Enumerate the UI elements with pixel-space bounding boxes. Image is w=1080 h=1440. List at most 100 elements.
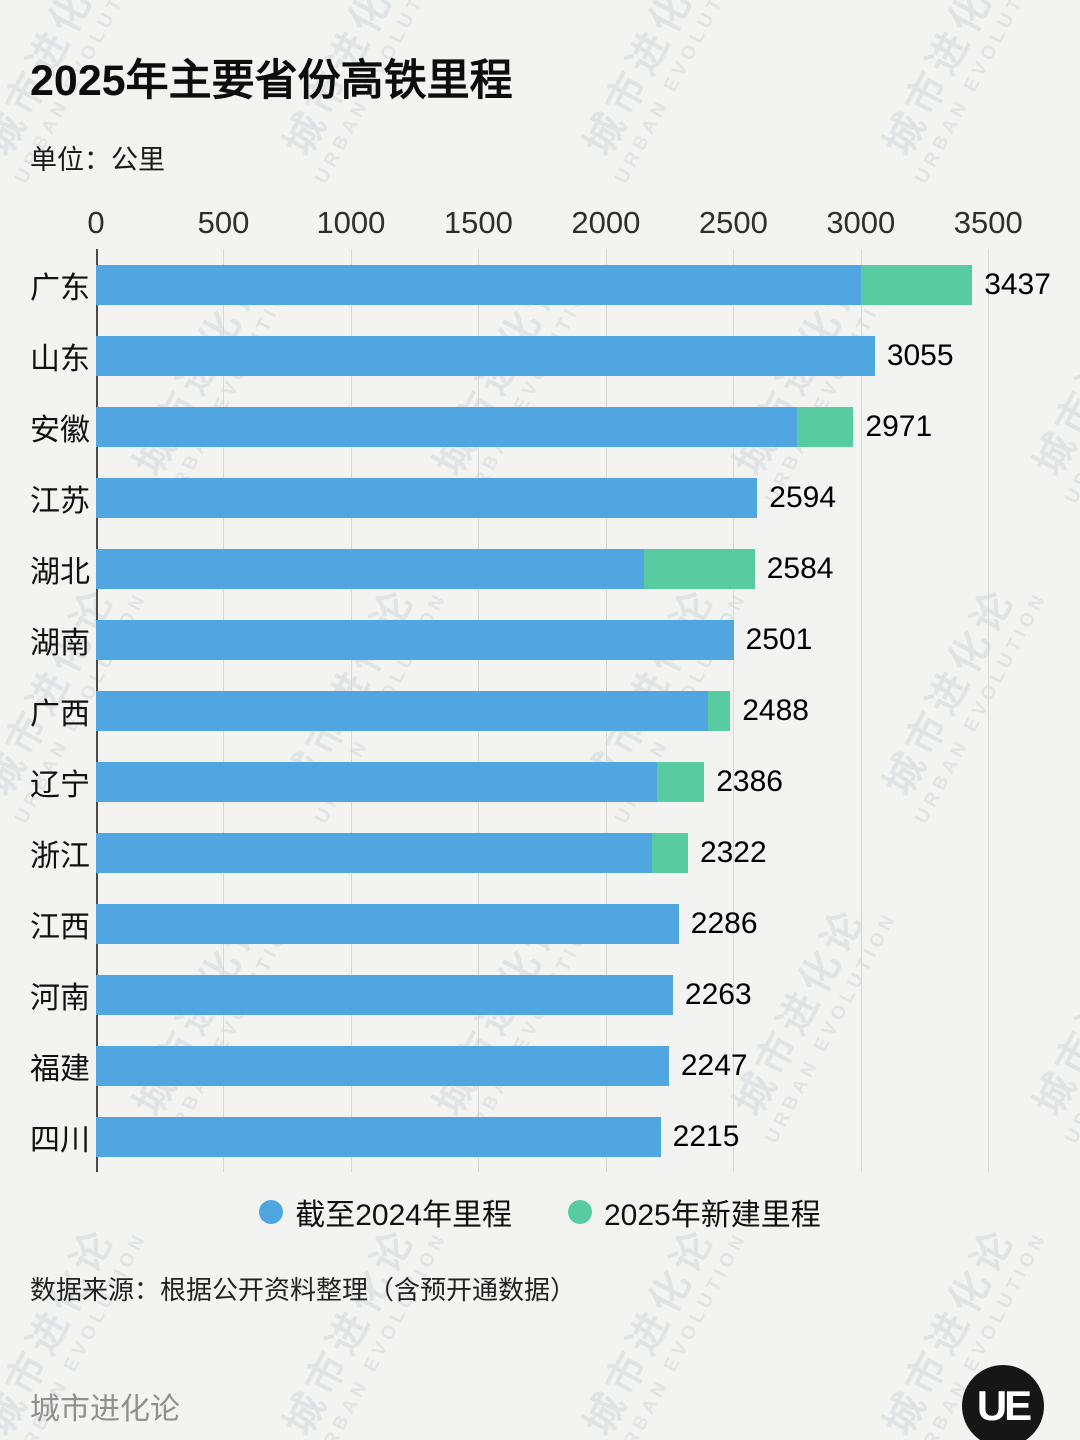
province-label: 安徽 [30, 413, 90, 447]
bar: 3437 [96, 264, 1052, 305]
gridline [860, 249, 862, 1172]
plot-area: 广东 3437 山东 3055 安徽 2971 江苏 2594 湖北 2584 湖南 2501 广西 24… [30, 249, 1052, 1172]
brand-name: 城市进化论 [30, 1393, 180, 1426]
gridline [988, 249, 990, 1172]
bar-row: 江西 2286 [30, 888, 1052, 959]
bar-row: 山东 3055 [30, 320, 1052, 391]
bar-row: 湖南 2501 [30, 604, 1052, 675]
bar-segment-2025 [707, 690, 731, 731]
bar-row: 浙江 2322 [30, 817, 1052, 888]
bar: 2501 [96, 619, 1052, 660]
province-label: 辽宁 [30, 768, 90, 802]
legend-item-2025: 2025年新建里程 [568, 1190, 821, 1234]
bar-value-label: 2386 [716, 764, 783, 798]
x-tick-label: 2500 [698, 205, 768, 240]
province-label: 湖北 [30, 555, 90, 589]
province-label: 福建 [30, 1052, 90, 1086]
legend-label-2024: 截至2024年里程 [295, 1199, 512, 1232]
bar-row: 福建 2247 [30, 1030, 1052, 1101]
bar: 2286 [96, 903, 1052, 944]
bar-value-label: 2286 [690, 906, 758, 940]
bar-value-label: 2501 [745, 622, 813, 656]
bar-segment-2024 [96, 974, 673, 1015]
province-label: 广西 [30, 697, 90, 731]
bar-segment-2024 [96, 406, 798, 447]
bar-segment-2024 [96, 264, 861, 305]
bar-row: 湖北 2584 [30, 533, 1052, 604]
bar-rows: 广东 3437 山东 3055 安徽 2971 江苏 2594 湖北 2584 湖南 2501 广西 24… [30, 249, 1052, 1172]
bar-segment-2024 [96, 477, 758, 518]
bar-row: 四川 2215 [30, 1101, 1052, 1172]
legend-dot-2024 [259, 1200, 284, 1224]
province-label: 湖南 [30, 626, 90, 660]
province-label: 山东 [30, 342, 90, 376]
bar-value-label: 3437 [984, 267, 1051, 301]
bar: 2488 [96, 690, 1052, 731]
bar-value-label: 2584 [766, 551, 834, 585]
bar-row: 广东 3437 [30, 249, 1052, 320]
bar: 3055 [96, 335, 1052, 376]
brand-logo: UE [962, 1365, 1044, 1440]
gridline [733, 249, 735, 1172]
bar-segment-2024 [96, 1116, 661, 1157]
bar: 2247 [96, 1045, 1052, 1086]
x-tick-label: 0 [87, 205, 105, 240]
legend-item-2024: 截至2024年里程 [259, 1190, 512, 1234]
source-note: 数据来源：根据公开资料整理（含预开通数据） [30, 1275, 577, 1305]
brand-logo-text: UE [976, 1382, 1032, 1429]
x-tick-label: 3000 [826, 205, 896, 240]
x-tick-label: 3500 [953, 205, 1023, 240]
bar-chart: 0 500 1000 1500 2000 2500 3000 3500 广东 3437 山东 305… [30, 201, 1052, 1172]
x-tick-label: 500 [197, 205, 250, 240]
bar: 2584 [96, 548, 1052, 589]
province-label: 广东 [30, 271, 90, 305]
bar-row: 辽宁 2386 [30, 746, 1052, 817]
unit-label: 单位：公里 [30, 145, 165, 175]
x-tick-label: 1500 [443, 205, 513, 240]
x-tick-label: 1000 [316, 205, 386, 240]
bar-segment-2024 [96, 690, 708, 731]
province-label: 江苏 [30, 484, 90, 518]
bar-value-label: 2594 [769, 480, 837, 514]
province-label: 江西 [30, 910, 90, 944]
bar-value-label: 2488 [742, 693, 809, 727]
bar-segment-2025 [644, 548, 755, 589]
legend-label-2025: 2025年新建里程 [604, 1199, 821, 1232]
page-title: 2025年主要省份高铁里程 [30, 57, 513, 105]
bar-segment-2025 [656, 761, 705, 802]
bar-value-label: 3055 [886, 338, 954, 372]
x-tick-label: 2000 [571, 205, 641, 240]
bar: 2971 [96, 406, 1052, 447]
bar-value-label: 2215 [672, 1119, 740, 1153]
bar-value-label: 2247 [680, 1048, 748, 1082]
bar-segment-2024 [96, 548, 645, 589]
bar: 2322 [96, 832, 1052, 873]
bar-row: 安徽 2971 [30, 391, 1052, 462]
bar-segment-2024 [96, 1045, 669, 1086]
bar-segment-2024 [96, 761, 657, 802]
province-label: 四川 [30, 1123, 90, 1157]
bar-row: 江苏 2594 [30, 462, 1052, 533]
footer: 城市进化论 UE [30, 1365, 1044, 1440]
bar-segment-2024 [96, 903, 679, 944]
bar-row: 广西 2488 [30, 675, 1052, 746]
bar-segment-2024 [96, 832, 652, 873]
bar-segment-2024 [96, 335, 875, 376]
bar-segment-2025 [860, 264, 973, 305]
bar: 2215 [96, 1116, 1052, 1157]
bar: 2594 [96, 477, 1052, 518]
bar-row: 河南 2263 [30, 959, 1052, 1030]
bar-value-label: 2322 [699, 835, 767, 869]
bar: 2263 [96, 974, 1052, 1015]
bar-segment-2024 [96, 619, 734, 660]
bar: 2386 [96, 761, 1052, 802]
bar-segment-2025 [651, 832, 688, 873]
bar-segment-2025 [797, 406, 854, 447]
bar-value-label: 2971 [865, 409, 933, 443]
legend-dot-2025 [568, 1200, 592, 1224]
province-label: 浙江 [30, 839, 90, 873]
legend: 截至2024年里程 2025年新建里程 [0, 1190, 1080, 1234]
province-label: 河南 [30, 981, 90, 1015]
x-axis: 0 500 1000 1500 2000 2500 3000 3500 [87, 201, 1052, 249]
